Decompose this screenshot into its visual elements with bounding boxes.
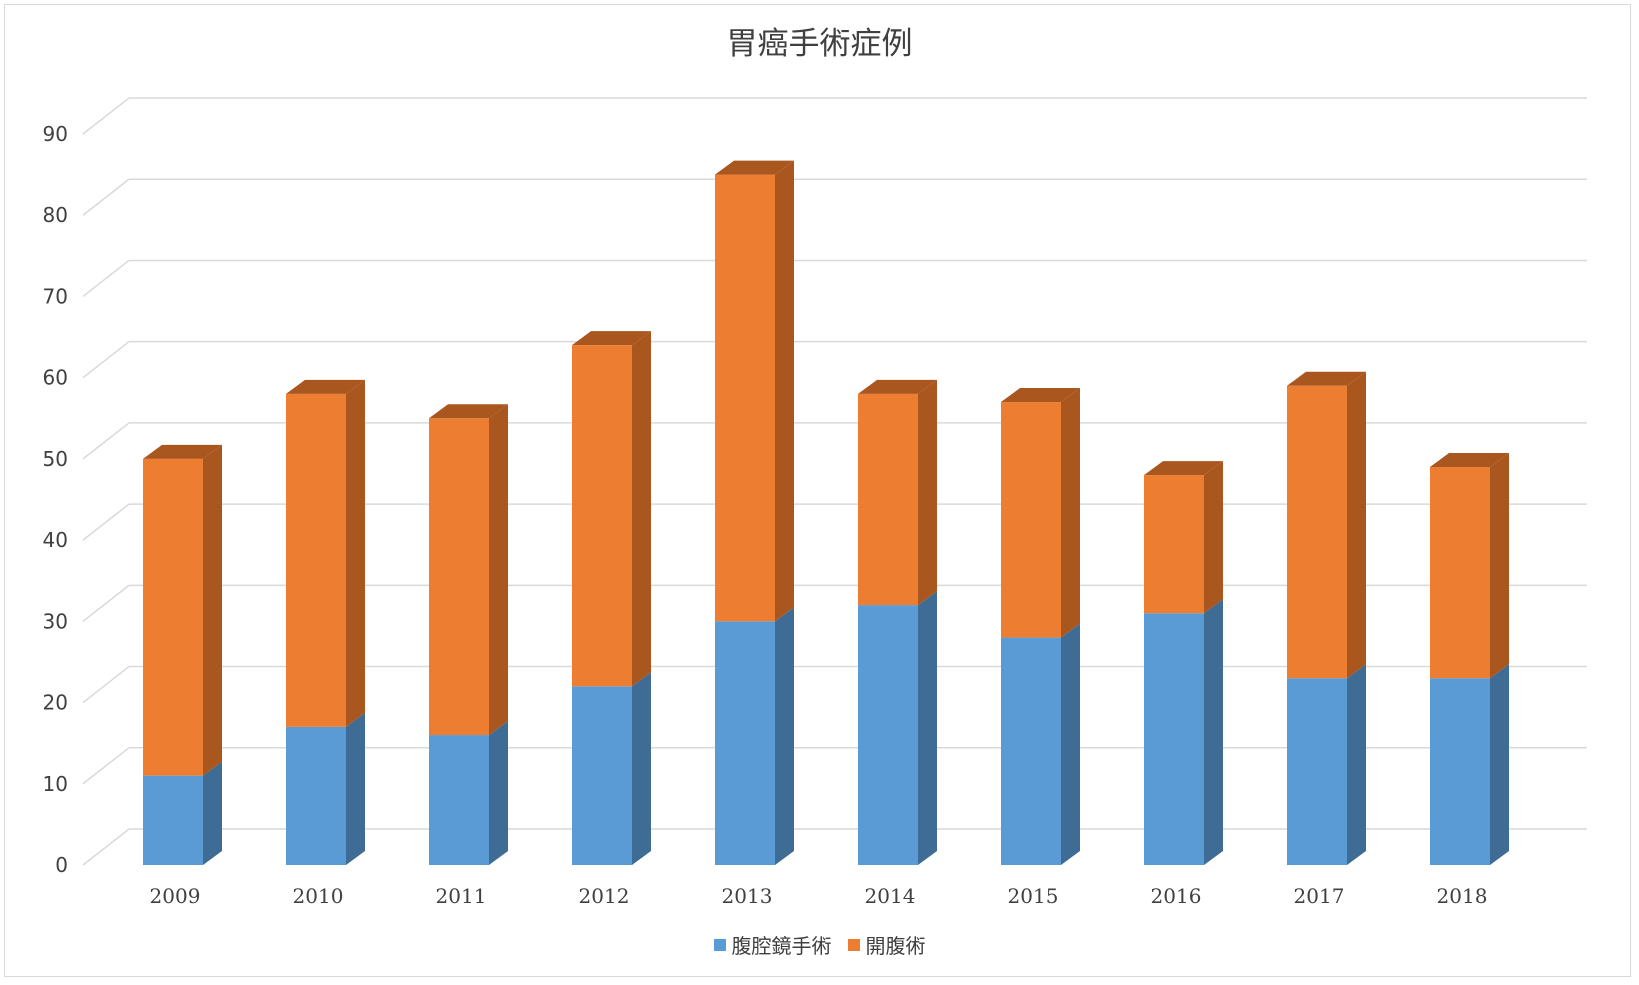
gridline-depth <box>82 97 130 135</box>
bar-2014-laparoscopic <box>858 605 918 865</box>
bar-side-2015-open <box>1061 388 1080 638</box>
y-tick-label: 50 <box>43 447 68 471</box>
x-tick-label: 2016 <box>1151 884 1202 908</box>
bar-2015-laparoscopic <box>1001 637 1061 865</box>
bar-2015-open <box>1001 402 1061 638</box>
bar-top-2017 <box>1287 371 1366 386</box>
bar-2010-laparoscopic <box>286 726 346 865</box>
y-tick-label: 0 <box>55 853 68 877</box>
y-tick-label: 20 <box>43 691 68 715</box>
bar-side-2015-laparoscopic <box>1061 623 1080 865</box>
legend-item-laparoscopic: 腹腔鏡手術 <box>713 930 832 959</box>
bar-top-2014 <box>858 379 937 394</box>
x-tick-label: 2017 <box>1294 884 1345 908</box>
bar-2017-open <box>1287 385 1347 679</box>
bar-2016-laparoscopic <box>1144 613 1204 865</box>
bar-side-2017-open <box>1347 371 1366 679</box>
bar-2009-open <box>143 458 203 776</box>
bar-side-2018-laparoscopic <box>1490 664 1509 865</box>
gridline-depth <box>82 665 130 704</box>
chart-title: 胃癌手術症例 <box>726 26 913 62</box>
y-tick-label: 30 <box>43 609 68 633</box>
y-tick-label: 70 <box>43 284 68 308</box>
bar-top-2016 <box>1144 461 1223 476</box>
bar-top-2010 <box>286 379 365 394</box>
bar-2013-laparoscopic <box>715 621 775 865</box>
bar-top-2018 <box>1430 453 1509 468</box>
bar-side-2012-laparoscopic <box>632 672 651 865</box>
legend-swatch <box>713 938 726 951</box>
gridline-depth <box>82 584 130 622</box>
bar-side-2012-open <box>632 331 651 687</box>
bar-2011-open <box>429 418 489 736</box>
bar-side-2011-open <box>489 404 508 736</box>
y-tick-label: 90 <box>43 122 68 146</box>
bar-side-2014-open <box>918 379 937 606</box>
chart-legend: 腹腔鏡手術 開腹術 <box>0 930 1639 959</box>
bar-2011-laparoscopic <box>429 735 489 865</box>
legend-swatch <box>847 938 860 951</box>
gridline-depth <box>82 259 130 298</box>
bar-top-2015 <box>1001 388 1080 403</box>
bar-side-2009-open <box>203 444 222 776</box>
x-tick-label: 2018 <box>1437 884 1488 908</box>
legend-item-open: 開腹術 <box>847 930 926 959</box>
bar-2009-laparoscopic <box>143 775 203 865</box>
x-tick-label: 2013 <box>722 884 773 908</box>
bar-2018-laparoscopic <box>1430 678 1490 865</box>
bar-side-2013-open <box>775 160 794 622</box>
bar-side-2010-laparoscopic <box>346 712 365 865</box>
bar-side-2011-laparoscopic <box>489 721 508 865</box>
x-tick-label: 2011 <box>436 884 487 908</box>
bar-top-2012 <box>572 331 651 346</box>
y-tick-label: 80 <box>43 203 68 227</box>
bar-2016-open <box>1144 475 1204 614</box>
bar-2012-open <box>572 345 632 687</box>
gridline-depth <box>82 503 130 541</box>
bar-top-2011 <box>429 404 508 419</box>
y-tick-label: 10 <box>43 772 68 796</box>
x-tick-label: 2014 <box>865 884 916 908</box>
bar-side-2010-open <box>346 379 365 727</box>
gridline-depth <box>82 828 130 866</box>
bar-side-2013-laparoscopic <box>775 607 794 865</box>
y-tick-label: 40 <box>43 528 68 552</box>
bar-2013-open <box>715 174 775 622</box>
x-tick-label: 2012 <box>579 884 630 908</box>
bar-2017-laparoscopic <box>1287 678 1347 865</box>
bar-top-2009 <box>143 444 222 459</box>
legend-label: 腹腔鏡手術 <box>731 934 832 958</box>
bar-side-2009-laparoscopic <box>203 761 222 865</box>
bar-side-2014-laparoscopic <box>918 591 937 865</box>
bar-side-2016-laparoscopic <box>1204 599 1223 865</box>
x-tick-label: 2010 <box>293 884 344 908</box>
gridline-depth <box>82 341 130 379</box>
bar-side-2016-open <box>1204 461 1223 614</box>
bar-top-2013 <box>715 160 794 175</box>
bar-2014-open <box>858 393 918 606</box>
bar-2012-laparoscopic <box>572 686 632 865</box>
x-tick-label: 2015 <box>1008 884 1059 908</box>
bar-side-2017-laparoscopic <box>1347 664 1366 865</box>
gridline-depth <box>82 422 130 460</box>
bar-2010-open <box>286 393 346 727</box>
y-tick-label: 60 <box>43 366 68 390</box>
gridline-depth <box>82 747 130 785</box>
x-tick-label: 2009 <box>150 884 201 908</box>
gridline-depth <box>82 178 130 216</box>
legend-label: 開腹術 <box>865 934 926 958</box>
bar-2018-open <box>1430 467 1490 679</box>
bar-side-2018-open <box>1490 453 1509 679</box>
